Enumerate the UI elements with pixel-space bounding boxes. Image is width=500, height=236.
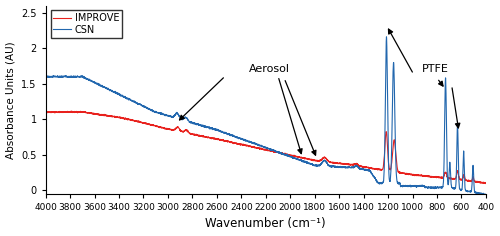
CSN (481, 194, 487, 196)
Legend: IMPROVE, CSN: IMPROVE, CSN (50, 10, 122, 38)
IMPROVE (42, 111, 48, 114)
CSN (95, 82, 101, 85)
Text: PTFE: PTFE (422, 64, 449, 75)
CSN (70, 75, 76, 78)
CSN (384, 35, 390, 38)
CSN (347, 166, 353, 169)
Line: IMPROVE: IMPROVE (46, 111, 486, 184)
Y-axis label: Absorbance Units (AU): Absorbance Units (AU) (6, 41, 16, 159)
IMPROVE (96, 113, 102, 115)
CSN (96, 83, 102, 85)
IMPROVE (482, 182, 488, 185)
IMPROVE (68, 110, 74, 112)
IMPROVE (95, 114, 101, 116)
CSN (42, 75, 48, 78)
IMPROVE (70, 111, 76, 114)
IMPROVE (347, 163, 353, 166)
IMPROVE (483, 182, 489, 185)
CSN (382, 78, 388, 81)
Text: Aerosol: Aerosol (249, 64, 290, 75)
CSN (483, 193, 489, 196)
Line: CSN: CSN (46, 37, 486, 195)
IMPROVE (180, 130, 186, 133)
IMPROVE (382, 133, 388, 136)
X-axis label: Wavenumber (cm⁻¹): Wavenumber (cm⁻¹) (206, 217, 326, 230)
CSN (180, 118, 186, 121)
